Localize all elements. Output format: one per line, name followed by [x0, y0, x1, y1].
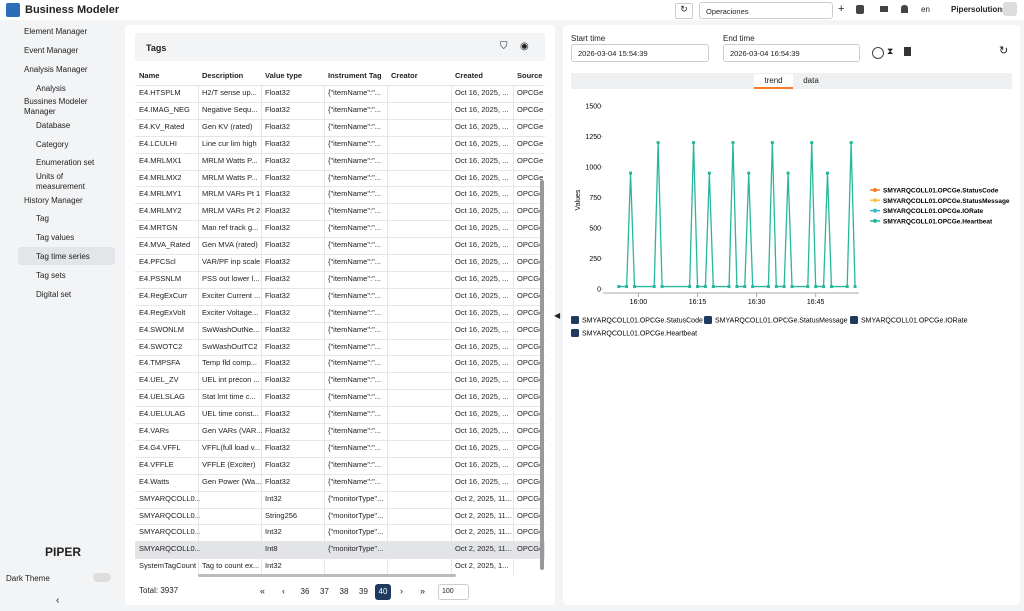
- legend-label[interactable]: SMYARQCOLL01.OPCGe.StatusCode: [883, 188, 999, 195]
- series-point: [775, 285, 778, 288]
- series-checkbox[interactable]: [571, 329, 579, 337]
- y-tick-label: 750: [589, 195, 601, 202]
- series-point: [791, 285, 794, 288]
- series-point: [846, 285, 849, 288]
- series-point: [747, 172, 750, 175]
- checkbox-label[interactable]: SMYARQCOLL01.OPCGe.Heartbeat: [582, 331, 697, 338]
- series-point: [810, 141, 813, 144]
- x-tick-label: 16:30: [748, 299, 766, 306]
- series-checkbox[interactable]: [704, 316, 712, 324]
- series-point: [743, 285, 746, 288]
- series-point: [704, 285, 707, 288]
- series-point: [771, 141, 774, 144]
- series-point: [625, 285, 628, 288]
- x-tick-label: 16:15: [689, 299, 707, 306]
- y-tick-label: 250: [589, 256, 601, 263]
- series-point: [653, 285, 656, 288]
- legend-dot: [873, 198, 877, 202]
- series-point: [708, 172, 711, 175]
- legend-label[interactable]: SMYARQCOLL01.OPCGe.Heartbeat: [883, 218, 993, 225]
- series-checkbox[interactable]: [571, 316, 579, 324]
- x-tick-label: 16:00: [630, 299, 648, 306]
- checkbox-label[interactable]: SMYARQCOLL01.OPCGe.StatusCode: [582, 318, 703, 325]
- series-point: [657, 141, 660, 144]
- series-point: [692, 141, 695, 144]
- series-point: [617, 285, 620, 288]
- y-axis-label: Values: [575, 189, 582, 210]
- series-point: [735, 285, 738, 288]
- series-point: [751, 285, 754, 288]
- y-tick-label: 1500: [585, 104, 601, 111]
- series-point: [661, 285, 664, 288]
- y-tick-label: 0: [597, 287, 601, 294]
- series-point: [826, 172, 829, 175]
- series-point: [731, 141, 734, 144]
- series-point: [712, 285, 715, 288]
- x-tick-label: 16:45: [807, 299, 825, 306]
- series-point: [822, 285, 825, 288]
- legend-label[interactable]: SMYARQCOLL01.OPCGe.StatusMessage: [883, 198, 1010, 205]
- series-point: [633, 285, 636, 288]
- checkbox-label[interactable]: SMYARQCOLL01.OPCGe.IORate: [861, 318, 968, 325]
- series-point: [629, 172, 632, 175]
- legend-label[interactable]: SMYARQCOLL01.OPCGe.IORate: [883, 208, 984, 215]
- y-tick-label: 1000: [585, 165, 601, 172]
- series-line: [619, 143, 855, 287]
- series-point: [728, 285, 731, 288]
- series-point: [830, 285, 833, 288]
- legend-dot: [873, 209, 877, 213]
- series-point: [854, 285, 857, 288]
- legend-dot: [873, 188, 877, 192]
- series-point: [767, 285, 770, 288]
- series-point: [806, 285, 809, 288]
- series-point: [783, 285, 786, 288]
- series-point: [814, 285, 817, 288]
- series-point: [696, 285, 699, 288]
- y-tick-label: 1250: [585, 134, 601, 141]
- legend-dot: [873, 219, 877, 223]
- series-point: [787, 172, 790, 175]
- series-point: [688, 285, 691, 288]
- series-checkbox[interactable]: [850, 316, 858, 324]
- checkbox-label[interactable]: SMYARQCOLL01.OPCGe.StatusMessage: [715, 318, 848, 325]
- series-point: [850, 141, 853, 144]
- y-tick-label: 500: [589, 226, 601, 233]
